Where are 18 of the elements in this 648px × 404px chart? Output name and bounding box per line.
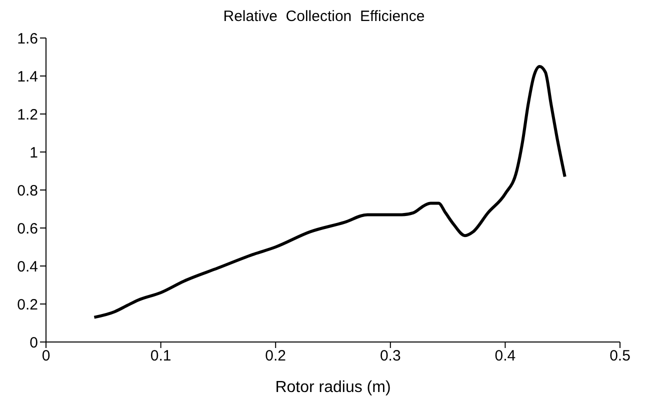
y-tick-label: 1.6 — [17, 30, 38, 48]
x-tick-label: 0 — [42, 348, 50, 365]
y-tick-label: 0.2 — [17, 296, 38, 314]
y-tick-label: 1.2 — [17, 106, 38, 124]
y-tick-label: 0 — [30, 334, 38, 352]
chart-title: Relative Collection Efficience — [222, 8, 426, 27]
x-tick-label: 0.5 — [610, 348, 630, 365]
y-tick-label: 0.6 — [17, 220, 38, 238]
x-tick-label: 0.1 — [150, 348, 172, 365]
y-tick-label: 1 — [30, 144, 38, 162]
x-axis-title: Rotor radius (m) — [275, 379, 391, 396]
y-tick-label: 1.4 — [17, 68, 38, 86]
y-tick-label: 0.8 — [17, 182, 38, 200]
x-tick-label: 0.2 — [265, 348, 286, 365]
x-tick-label: 0.3 — [380, 348, 401, 365]
x-tick-label: 0.4 — [494, 348, 516, 365]
y-tick-label: 0.4 — [17, 258, 38, 276]
line-series — [92, 65, 566, 319]
